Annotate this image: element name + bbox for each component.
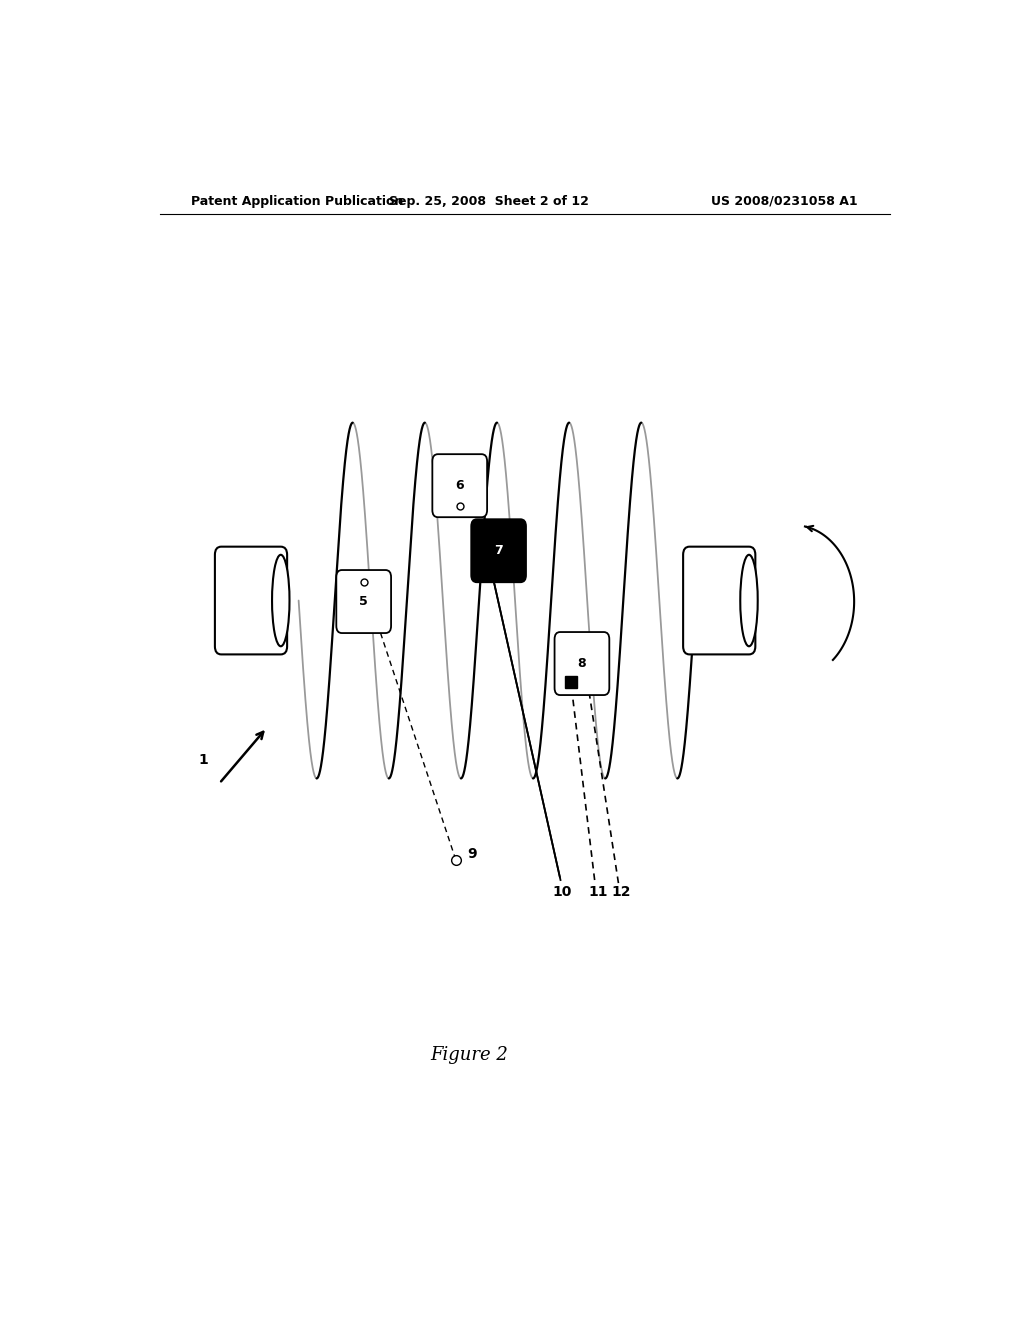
- Text: 6: 6: [456, 479, 464, 492]
- FancyBboxPatch shape: [555, 632, 609, 696]
- Ellipse shape: [740, 554, 758, 647]
- Text: 11: 11: [588, 886, 607, 899]
- FancyBboxPatch shape: [215, 546, 287, 655]
- FancyBboxPatch shape: [471, 519, 526, 582]
- Text: 9: 9: [467, 846, 476, 861]
- Text: 4: 4: [242, 594, 252, 607]
- Text: 12: 12: [612, 886, 632, 899]
- Text: 5: 5: [359, 595, 368, 609]
- Text: US 2008/0231058 A1: US 2008/0231058 A1: [712, 194, 858, 207]
- Text: 7: 7: [495, 544, 503, 557]
- Text: 10: 10: [552, 886, 571, 899]
- FancyBboxPatch shape: [432, 454, 487, 517]
- FancyBboxPatch shape: [683, 546, 756, 655]
- Text: Patent Application Publication: Patent Application Publication: [191, 194, 403, 207]
- Text: Figure 2: Figure 2: [430, 1045, 508, 1064]
- Text: 8: 8: [578, 657, 587, 671]
- Text: 1: 1: [199, 754, 208, 767]
- Text: 4: 4: [711, 594, 720, 607]
- Ellipse shape: [272, 554, 290, 647]
- Text: Sep. 25, 2008  Sheet 2 of 12: Sep. 25, 2008 Sheet 2 of 12: [389, 194, 589, 207]
- FancyBboxPatch shape: [336, 570, 391, 634]
